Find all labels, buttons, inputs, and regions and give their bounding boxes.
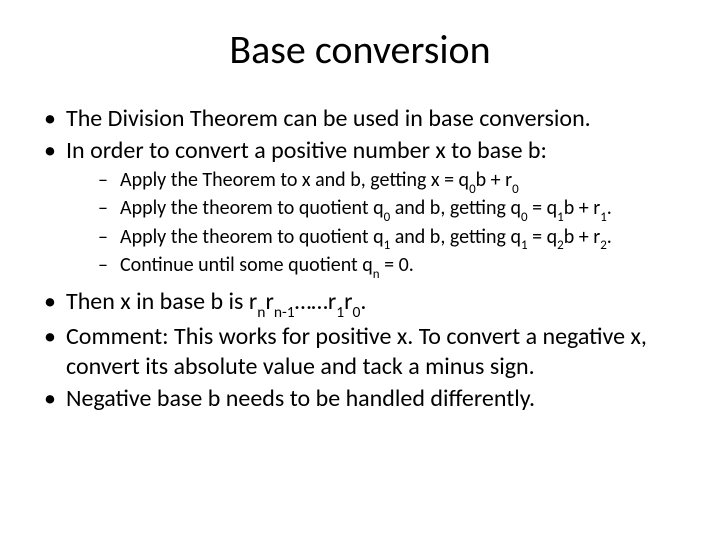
bullet-item: Comment: This works for positive x. To c… [40,322,680,382]
bullet-text: Apply the Theorem to x and b, getting x … [120,168,519,192]
bullet-text: The Division Theorem can be used in base… [66,104,591,133]
bullet-list: The Division Theorem can be used in base… [40,104,680,414]
bullet-text: Negative base b needs to be handled diff… [66,384,535,413]
sub-bullet-list: Apply the Theorem to x and b, getting x … [66,168,680,281]
slide: Base conversion The Division Theorem can… [0,0,720,540]
bullet-text: Continue until some quotient qn = 0. [120,253,414,277]
bullet-text: Then x in base b is rnrn-1……r1r0. [66,287,366,316]
sub-bullet-item: Apply the Theorem to x and b, getting x … [98,168,680,196]
bullet-item: Negative base b needs to be handled diff… [40,384,680,414]
bullet-text: Apply the theorem to quotient q0 and b, … [120,196,612,220]
sub-bullet-item: Continue until some quotient qn = 0. [98,253,680,281]
bullet-item: The Division Theorem can be used in base… [40,104,680,134]
bullet-text: Comment: This works for positive x. To c… [66,322,647,381]
sub-bullet-item: Apply the theorem to quotient q0 and b, … [98,196,680,224]
sub-bullet-item: Apply the theorem to quotient q1 and b, … [98,225,680,253]
slide-title: Base conversion [40,25,680,74]
bullet-item: In order to convert a positive number x … [40,136,680,281]
bullet-item: Then x in base b is rnrn-1……r1r0. [40,287,680,320]
bullet-text: Apply the theorem to quotient q1 and b, … [120,225,612,249]
bullet-text: In order to convert a positive number x … [66,136,547,165]
